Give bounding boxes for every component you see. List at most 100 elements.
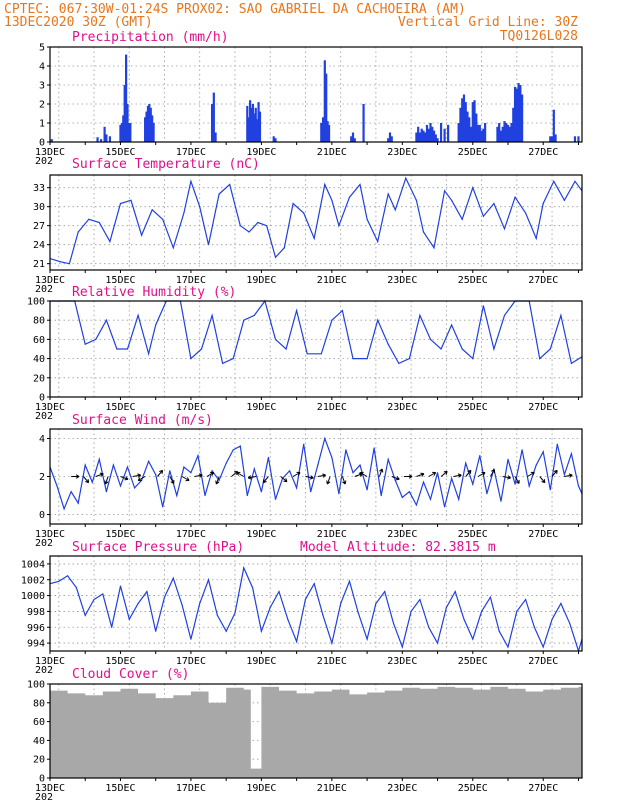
pressure-point — [296, 641, 297, 642]
wind-point — [543, 451, 544, 452]
humidity-xtick-label: 23DEC — [387, 402, 417, 413]
wind-point — [578, 485, 579, 486]
wind-xtick-label: 21DEC — [317, 529, 347, 540]
pressure-point — [481, 611, 482, 612]
pressure-point — [164, 597, 165, 598]
pressure-point — [67, 575, 68, 576]
wind-point — [127, 466, 128, 467]
temp-xtick-label: 15DEC — [105, 275, 135, 286]
temp-point — [536, 238, 537, 239]
pressure-point — [261, 631, 262, 632]
wind-point — [134, 487, 135, 488]
wind-point — [381, 495, 382, 496]
humidity-point — [409, 358, 410, 359]
wind-point — [303, 444, 304, 445]
cloud-bar — [526, 692, 544, 778]
temp-point — [78, 231, 79, 232]
wind-point — [190, 472, 191, 473]
wind-point — [296, 487, 297, 488]
pressure-point — [146, 591, 147, 592]
wind-point — [148, 461, 149, 462]
wind-xtick-label: 15DEC — [105, 529, 135, 540]
pressure-panel: 994 996 998 1000 1002 1004 13DEC 15DEC 17DEC 19DE… — [21, 556, 583, 676]
temp-point — [564, 200, 565, 201]
temp-point — [349, 197, 350, 198]
temp-point — [69, 263, 70, 264]
wind-point — [352, 472, 353, 473]
precip-bar — [554, 134, 556, 142]
pressure-line — [50, 568, 582, 651]
cloud-ytick-label: 40 — [33, 736, 45, 747]
humidity-point — [398, 363, 399, 364]
pressure-xtick-label: 23DEC — [387, 656, 417, 667]
wind-point — [63, 508, 64, 509]
pressure-ytick-label: 1000 — [21, 591, 45, 602]
wind-point — [268, 457, 269, 458]
pressure-point — [208, 579, 209, 580]
precip-title: Precipitation (mm/h) — [72, 30, 229, 45]
cloud-bar — [173, 695, 191, 778]
wind-xtick-label: 17DEC — [176, 529, 206, 540]
precip-bar — [105, 134, 107, 142]
temp-ytick-label: 21 — [33, 259, 45, 270]
wind-point — [444, 506, 445, 507]
pressure-point — [437, 642, 438, 643]
precip-xtick-label: 17DEC — [176, 147, 206, 158]
wind-point — [120, 485, 121, 486]
wind-point — [211, 470, 212, 471]
cloud-bar — [473, 690, 491, 778]
wind-point — [85, 465, 86, 466]
wind-point — [522, 449, 523, 450]
pressure-point — [217, 615, 218, 616]
wind-arrow — [96, 473, 104, 476]
humidity-point — [254, 315, 255, 316]
humidity-point — [201, 348, 202, 349]
temp-title: Surface Temperature (nC) — [72, 157, 260, 172]
humidity-point — [331, 320, 332, 321]
precip-bar — [328, 125, 330, 142]
pressure-xtick-label: 17DEC — [176, 656, 206, 667]
temp-point — [514, 197, 515, 198]
temp-point — [292, 203, 293, 204]
wind-point — [557, 444, 558, 445]
humidity-ytick-label: 80 — [33, 316, 45, 327]
cloud-xtick-label: 21DEC — [317, 783, 347, 794]
temp-point — [444, 190, 445, 191]
pressure-point — [402, 646, 403, 647]
humidity-xtick-label: 21DEC — [317, 402, 347, 413]
precip-ytick-label: 5 — [39, 43, 45, 54]
precip-bar — [129, 123, 131, 142]
wind-arrow — [157, 470, 162, 476]
cloud-bar — [420, 689, 438, 778]
precip-bar — [96, 137, 98, 142]
pressure-point — [305, 599, 306, 600]
humidity-point — [155, 324, 156, 325]
humidity-point — [539, 358, 540, 359]
wind-point — [345, 449, 346, 450]
cloud-bar — [261, 687, 279, 778]
humidity-point — [560, 315, 561, 316]
pressure-point — [270, 607, 271, 608]
pressure-year-label: 202 — [35, 665, 53, 676]
wind-ytick-label: 4 — [39, 434, 45, 445]
humidity-xtick-label: 17DEC — [176, 402, 206, 413]
wind-point — [374, 447, 375, 448]
cloud-panel: 02040608010013DEC 15DEC 17DEC 19DEC 21DEC 23D… — [27, 680, 582, 800]
humidity-point — [440, 348, 441, 349]
wind-arrow — [527, 472, 534, 476]
cloud-bar — [251, 769, 262, 778]
wind-arrow — [379, 469, 382, 477]
humidity-point — [504, 315, 505, 316]
wind-point — [310, 491, 311, 492]
wind-point — [324, 438, 325, 439]
wind-arrow — [429, 472, 436, 476]
wind-point — [430, 499, 431, 500]
wind-point — [261, 491, 262, 492]
cloud-bar — [349, 694, 367, 778]
pressure-point — [446, 607, 447, 608]
temp-point — [183, 212, 184, 213]
temp-point — [219, 193, 220, 194]
precip-bar — [577, 136, 579, 142]
humidity-point — [116, 348, 117, 349]
wind-arrow — [540, 477, 545, 483]
